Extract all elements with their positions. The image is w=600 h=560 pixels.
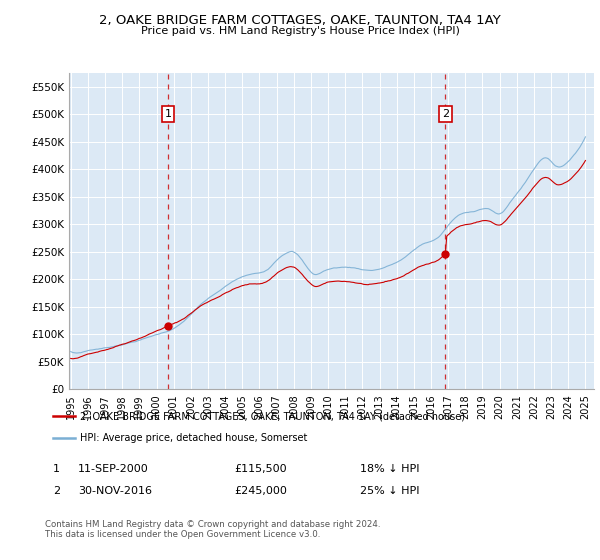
Text: 1: 1 [164,109,172,119]
Text: HPI: Average price, detached house, Somerset: HPI: Average price, detached house, Some… [80,433,308,443]
Text: 2, OAKE BRIDGE FARM COTTAGES, OAKE, TAUNTON, TA4 1AY: 2, OAKE BRIDGE FARM COTTAGES, OAKE, TAUN… [99,14,501,27]
Text: 11-SEP-2000: 11-SEP-2000 [78,464,149,474]
Text: 2: 2 [53,486,60,496]
Text: 25% ↓ HPI: 25% ↓ HPI [360,486,419,496]
Text: £115,500: £115,500 [234,464,287,474]
Text: 18% ↓ HPI: 18% ↓ HPI [360,464,419,474]
Text: Contains HM Land Registry data © Crown copyright and database right 2024.
This d: Contains HM Land Registry data © Crown c… [45,520,380,539]
Text: £245,000: £245,000 [234,486,287,496]
Text: 2, OAKE BRIDGE FARM COTTAGES, OAKE, TAUNTON, TA4 1AY (detached house): 2, OAKE BRIDGE FARM COTTAGES, OAKE, TAUN… [80,411,466,421]
Text: 2: 2 [442,109,449,119]
Text: 1: 1 [53,464,60,474]
Text: 30-NOV-2016: 30-NOV-2016 [78,486,152,496]
Text: Price paid vs. HM Land Registry's House Price Index (HPI): Price paid vs. HM Land Registry's House … [140,26,460,36]
